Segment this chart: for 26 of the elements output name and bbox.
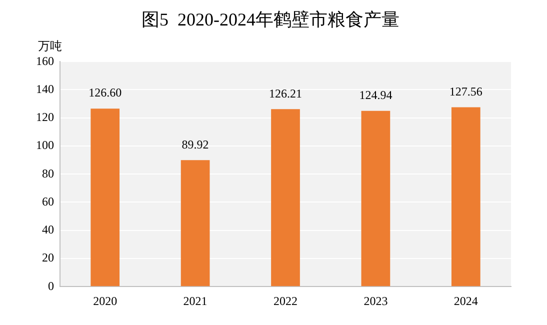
x-tick-label: 2023	[364, 294, 388, 308]
data-label: 127.56	[449, 84, 482, 98]
y-tick-label: 0	[48, 278, 54, 293]
y-tick-label: 40	[42, 222, 54, 237]
y-tick-label: 20	[42, 250, 54, 265]
bar	[180, 160, 210, 286]
bar	[451, 107, 480, 286]
x-tick-label: 2020	[93, 294, 118, 308]
data-label: 126.21	[269, 86, 302, 100]
data-label: 124.94	[359, 88, 392, 102]
y-tick-label: 100	[36, 138, 54, 152]
y-axis-title: 万吨	[38, 38, 62, 55]
bar	[271, 109, 300, 286]
bar	[90, 108, 120, 286]
data-label: 126.60	[88, 86, 122, 100]
y-tick-label: 140	[36, 82, 54, 96]
x-tick-label: 2021	[183, 294, 208, 308]
y-tick-label: 120	[36, 110, 54, 124]
bar	[361, 110, 390, 286]
data-label: 89.92	[182, 137, 209, 152]
y-tick-label: 80	[42, 166, 54, 180]
x-tick-label: 2024	[454, 294, 478, 308]
chart-title: 图5 2020-2024年鹤壁市粮食产量	[142, 10, 400, 30]
y-tick-label: 60	[42, 194, 54, 208]
y-tick-label: 160	[36, 54, 54, 68]
x-tick-label: 2022	[274, 294, 298, 308]
